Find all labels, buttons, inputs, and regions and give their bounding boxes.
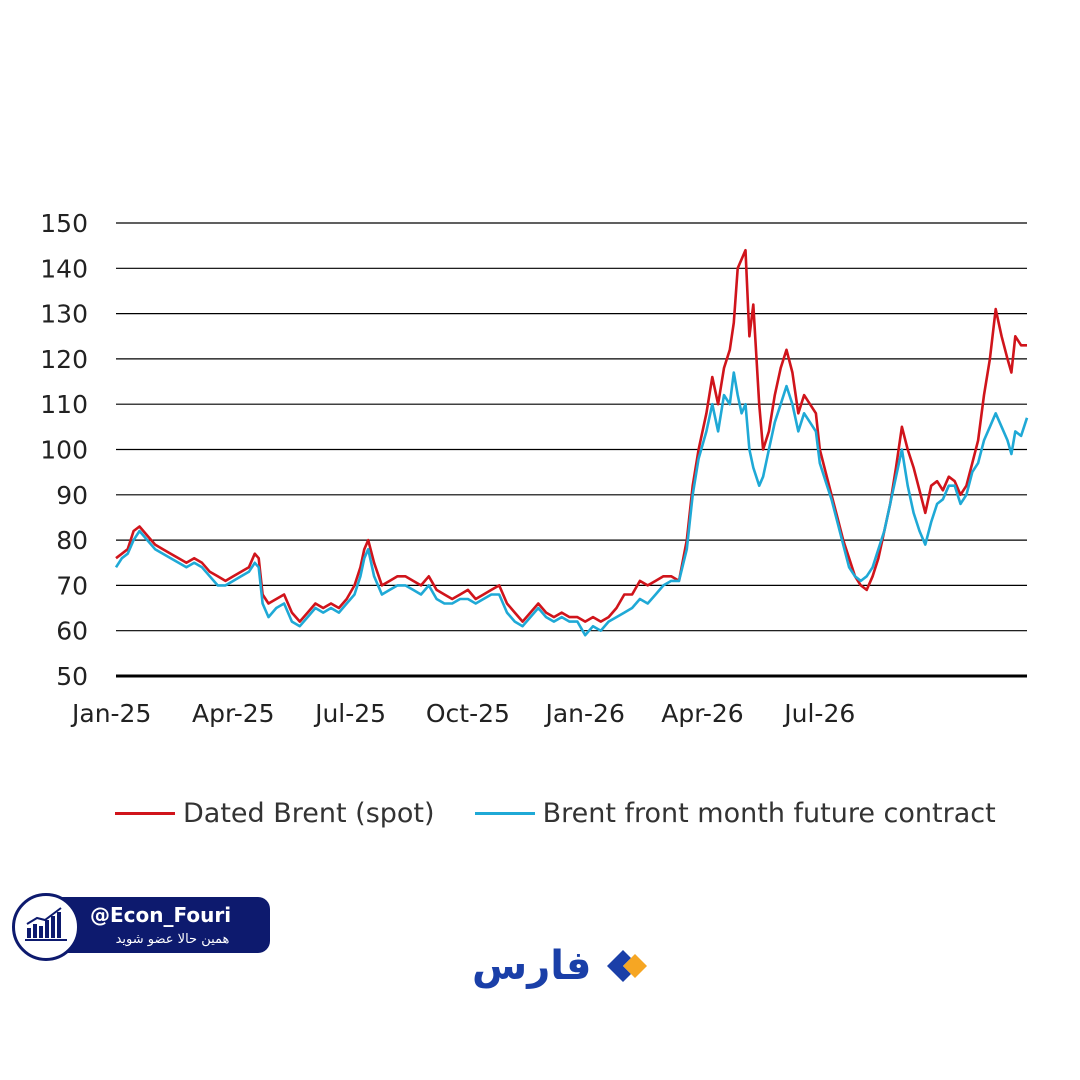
grid-lines: [116, 222, 1027, 678]
y-tick-labels: 50 60 70 80 90 100 110 120 130 140 150: [40, 209, 88, 691]
bar-chart-icon: [25, 907, 67, 941]
y-tick-90: 90: [56, 481, 88, 510]
legend-label-spot: Dated Brent (spot): [183, 798, 435, 829]
y-tick-50: 50: [56, 662, 88, 691]
x-tick-jul-26: Jul-26: [782, 699, 855, 728]
series-lines: [114, 248, 1029, 637]
fars-wordmark: فارس: [472, 943, 592, 989]
y-tick-80: 80: [56, 526, 88, 555]
y-tick-120: 120: [40, 345, 88, 374]
y-tick-140: 140: [40, 254, 88, 283]
x-tick-jan-26: Jan-26: [543, 699, 624, 728]
x-tick-labels: Jan-25 Apr-25 Jul-25 Oct-25 Jan-26 Apr-26 Jul-…: [70, 699, 855, 728]
y-tick-100: 100: [40, 436, 88, 465]
diamond-icon: [607, 950, 648, 982]
y-tick-150: 150: [40, 209, 88, 238]
y-tick-70: 70: [56, 571, 88, 600]
x-tick-jan-25: Jan-25: [70, 699, 151, 728]
legend-label-future: Brent front month future contract: [542, 798, 996, 829]
badge-handle: @Econ_Fouri: [90, 903, 232, 927]
fars-logo: فارس: [472, 946, 649, 986]
legend-swatch-spot: [115, 812, 175, 815]
badge-subtitle: همین حالا عضو شوید: [115, 932, 230, 947]
badge-logo: [12, 893, 80, 961]
series-line-dated-brent: [115, 248, 1027, 623]
legend-item-future: Brent front month future contract: [474, 798, 996, 829]
legend-item-spot: Dated Brent (spot): [115, 798, 435, 829]
legend: Dated Brent (spot) Brent front month fut…: [115, 798, 1036, 829]
series-line-brent-future: [114, 371, 1029, 637]
x-tick-oct-25: Oct-25: [426, 699, 510, 728]
legend-swatch-future: [474, 812, 535, 815]
y-tick-110: 110: [40, 390, 88, 419]
y-tick-60: 60: [56, 617, 88, 646]
y-tick-130: 130: [40, 300, 88, 329]
x-tick-apr-26: Apr-26: [661, 699, 743, 728]
channel-badge[interactable]: @Econ_Fouri همین حالا عضو شوید: [12, 893, 270, 961]
chart: 50 60 70 80 90 100 110 120 130 140 150 Jan-25 Apr-2…: [40, 209, 1029, 728]
x-tick-jul-25: Jul-25: [313, 699, 386, 728]
x-tick-apr-25: Apr-25: [192, 699, 274, 728]
